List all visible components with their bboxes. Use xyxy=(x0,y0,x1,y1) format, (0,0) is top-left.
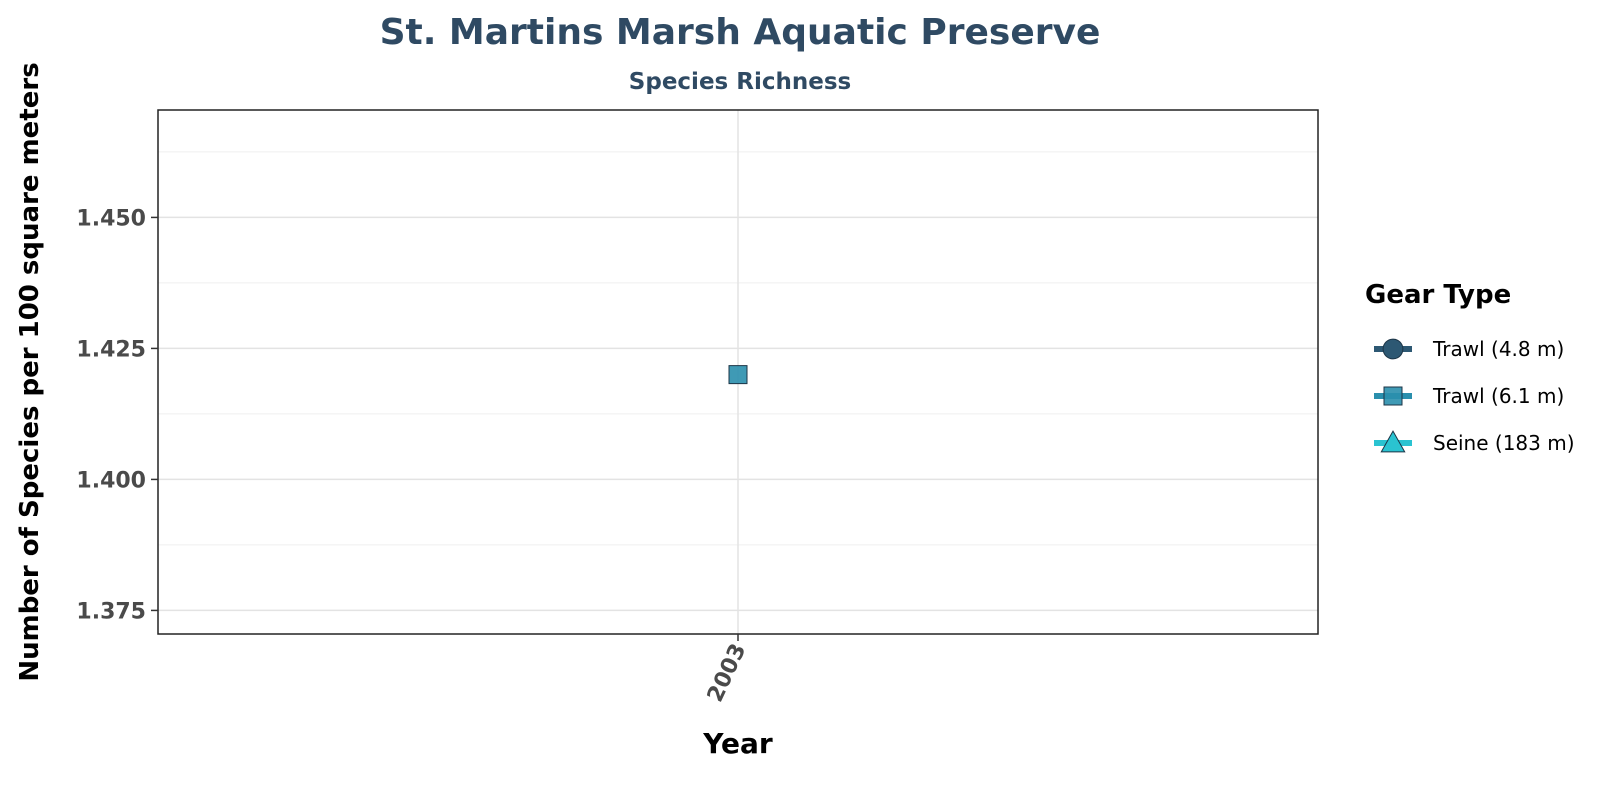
legend-label: Trawl (4.8 m) xyxy=(1432,337,1564,361)
y-tick-label: 1.375 xyxy=(76,599,146,624)
y-tick-label: 1.450 xyxy=(76,206,146,231)
x-axis: 2003 xyxy=(703,634,752,706)
chart-subtitle: Species Richness xyxy=(629,69,851,95)
legend-title: Gear Type xyxy=(1365,280,1511,310)
legend-label: Trawl (6.1 m) xyxy=(1432,384,1564,408)
y-axis: 1.375 1.400 1.425 1.450 xyxy=(76,206,158,624)
y-tick-label: 1.425 xyxy=(76,337,146,362)
plot-area xyxy=(157,109,1319,635)
legend-key-square-icon xyxy=(1383,386,1403,406)
legend: Gear Type Trawl (4.8 m) Trawl (6.1 m) Sein… xyxy=(1365,280,1575,455)
x-tick-label: 2003 xyxy=(703,640,752,706)
grid-lines xyxy=(158,110,1318,634)
legend-key-triangle-icon xyxy=(1380,430,1406,453)
data-point xyxy=(728,365,748,385)
legend-label: Seine (183 m) xyxy=(1433,431,1575,455)
chart-title: St. Martins Marsh Aquatic Preserve xyxy=(380,12,1101,53)
y-axis-title: Number of Species per 100 square meters xyxy=(15,62,45,681)
legend-key-circle-icon xyxy=(1382,338,1404,360)
data-points xyxy=(728,365,748,385)
x-axis-title: Year xyxy=(702,727,773,760)
y-tick-label: 1.400 xyxy=(76,468,146,493)
